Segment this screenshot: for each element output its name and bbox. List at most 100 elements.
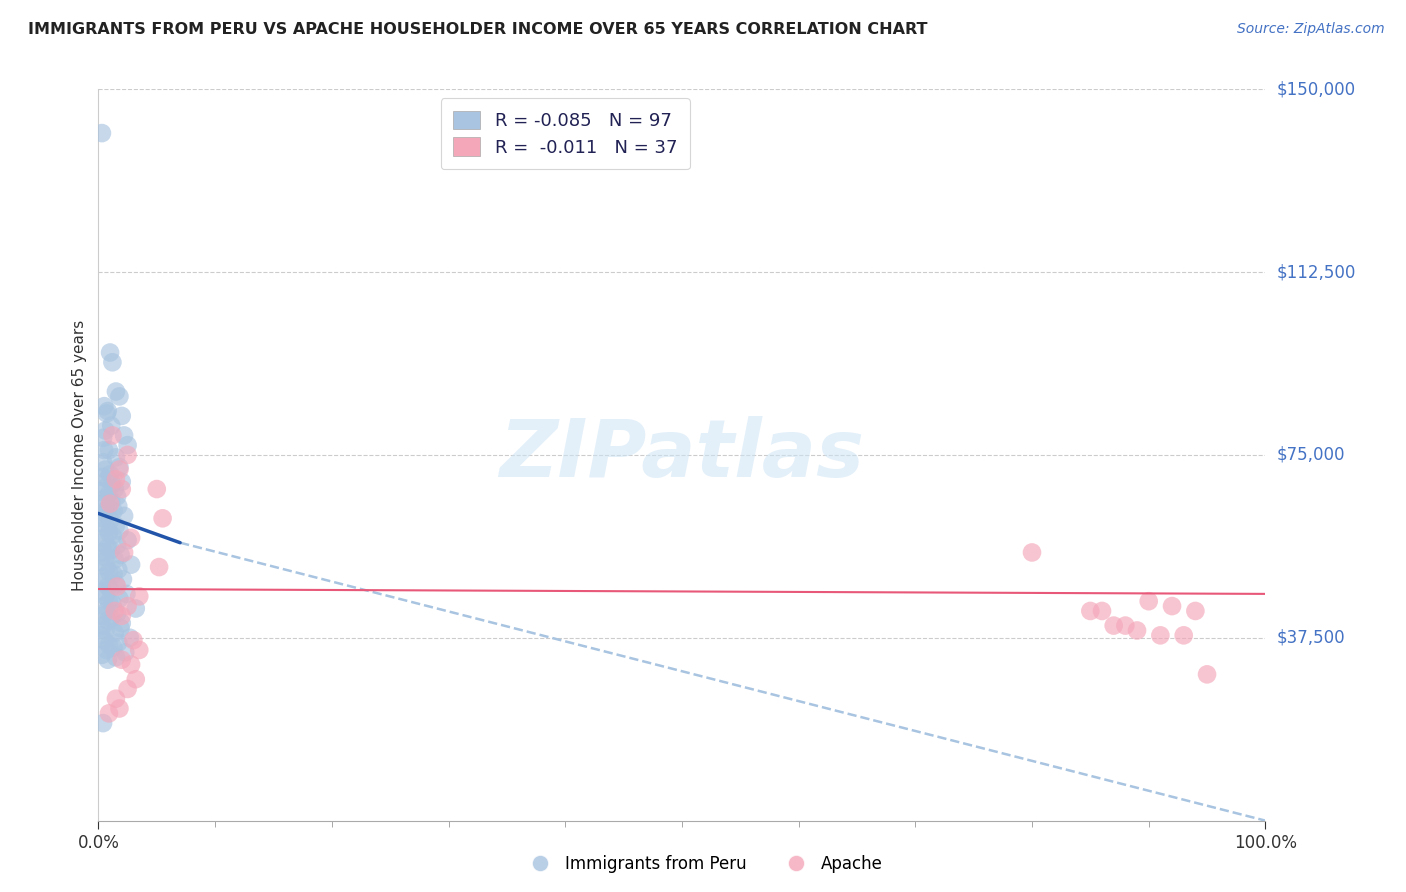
Text: $75,000: $75,000 (1277, 446, 1346, 464)
Point (110, 621, 132, 635)
Point (125, 601, 148, 615)
Point (148, 560, 170, 574)
Point (94, 507, 117, 521)
Point (96, 643, 118, 657)
Point (97, 472, 120, 486)
Point (120, 558, 142, 572)
Y-axis label: Householder Income Over 65 years: Householder Income Over 65 years (72, 319, 87, 591)
Point (105, 489, 128, 503)
Point (128, 643, 150, 657)
Point (97, 580, 120, 594)
Point (101, 477, 124, 491)
Point (114, 645, 136, 659)
Point (1184, 604, 1206, 618)
Point (110, 548, 132, 562)
Text: ZIPatlas: ZIPatlas (499, 416, 865, 494)
Text: IMMIGRANTS FROM PERU VS APACHE HOUSEHOLDER INCOME OVER 65 YEARS CORRELATION CHAR: IMMIGRANTS FROM PERU VS APACHE HOUSEHOLD… (28, 22, 928, 37)
Text: $37,500: $37,500 (1277, 629, 1346, 647)
Point (96, 560, 118, 574)
Point (104, 604, 127, 618)
Point (104, 553, 127, 567)
Point (90, 608, 112, 623)
Point (94, 590, 117, 604)
Point (108, 591, 131, 606)
Point (103, 567, 125, 582)
Point (98, 497, 121, 511)
Point (118, 631, 141, 645)
Point (100, 494, 122, 508)
Point (111, 572, 134, 586)
Point (91, 545, 114, 559)
Point (91, 618, 114, 632)
Point (120, 531, 142, 545)
Text: $112,500: $112,500 (1277, 263, 1355, 281)
Point (105, 538, 128, 552)
Point (104, 450, 127, 465)
Legend: R = -0.085   N = 97, R =  -0.011   N = 37: R = -0.085 N = 97, R = -0.011 N = 37 (440, 98, 690, 169)
Point (100, 543, 122, 558)
Point (104, 384, 127, 399)
Point (90, 516, 112, 531)
Point (97, 706, 120, 721)
Point (112, 508, 135, 523)
Point (101, 597, 124, 611)
Point (1137, 594, 1160, 608)
Legend: Immigrants from Peru, Apache: Immigrants from Peru, Apache (516, 848, 890, 880)
Point (101, 428, 124, 442)
Point (90, 497, 112, 511)
Point (125, 672, 148, 686)
Point (91, 431, 114, 445)
Point (107, 635, 129, 649)
Point (111, 653, 134, 667)
Point (93, 399, 115, 413)
Point (1126, 624, 1149, 638)
Point (104, 518, 127, 533)
Point (100, 611, 122, 625)
Point (108, 460, 131, 475)
Point (122, 633, 145, 648)
Point (120, 657, 142, 672)
Point (1197, 667, 1219, 681)
Point (96, 521, 118, 535)
Point (105, 607, 128, 621)
Point (93, 491, 115, 506)
Point (97, 487, 120, 501)
Point (96, 407, 118, 421)
Point (1021, 545, 1043, 559)
Point (107, 499, 129, 513)
Point (90, 628, 112, 642)
Point (112, 428, 135, 442)
Point (96, 604, 118, 618)
Point (94, 424, 117, 438)
Point (111, 475, 134, 489)
Point (93, 570, 115, 584)
Point (90, 574, 112, 589)
Point (112, 545, 135, 559)
Point (104, 626, 127, 640)
Point (117, 681, 139, 696)
Point (101, 355, 124, 369)
Point (104, 691, 127, 706)
Point (91, 584, 114, 599)
Point (108, 462, 131, 476)
Point (90, 535, 112, 549)
Point (108, 701, 131, 715)
Point (117, 533, 139, 548)
Point (1091, 604, 1114, 618)
Point (1102, 618, 1125, 632)
Point (108, 389, 131, 403)
Point (1173, 628, 1195, 642)
Point (93, 531, 115, 545)
Point (103, 640, 125, 655)
Point (90, 555, 112, 569)
Text: Source: ZipAtlas.com: Source: ZipAtlas.com (1237, 22, 1385, 37)
Point (117, 599, 139, 613)
Point (128, 590, 150, 604)
Text: $150,000: $150,000 (1277, 80, 1355, 98)
Point (108, 524, 131, 538)
Point (93, 443, 115, 458)
Point (97, 638, 120, 652)
Point (1161, 599, 1184, 613)
Point (104, 650, 127, 665)
Point (97, 525, 120, 540)
